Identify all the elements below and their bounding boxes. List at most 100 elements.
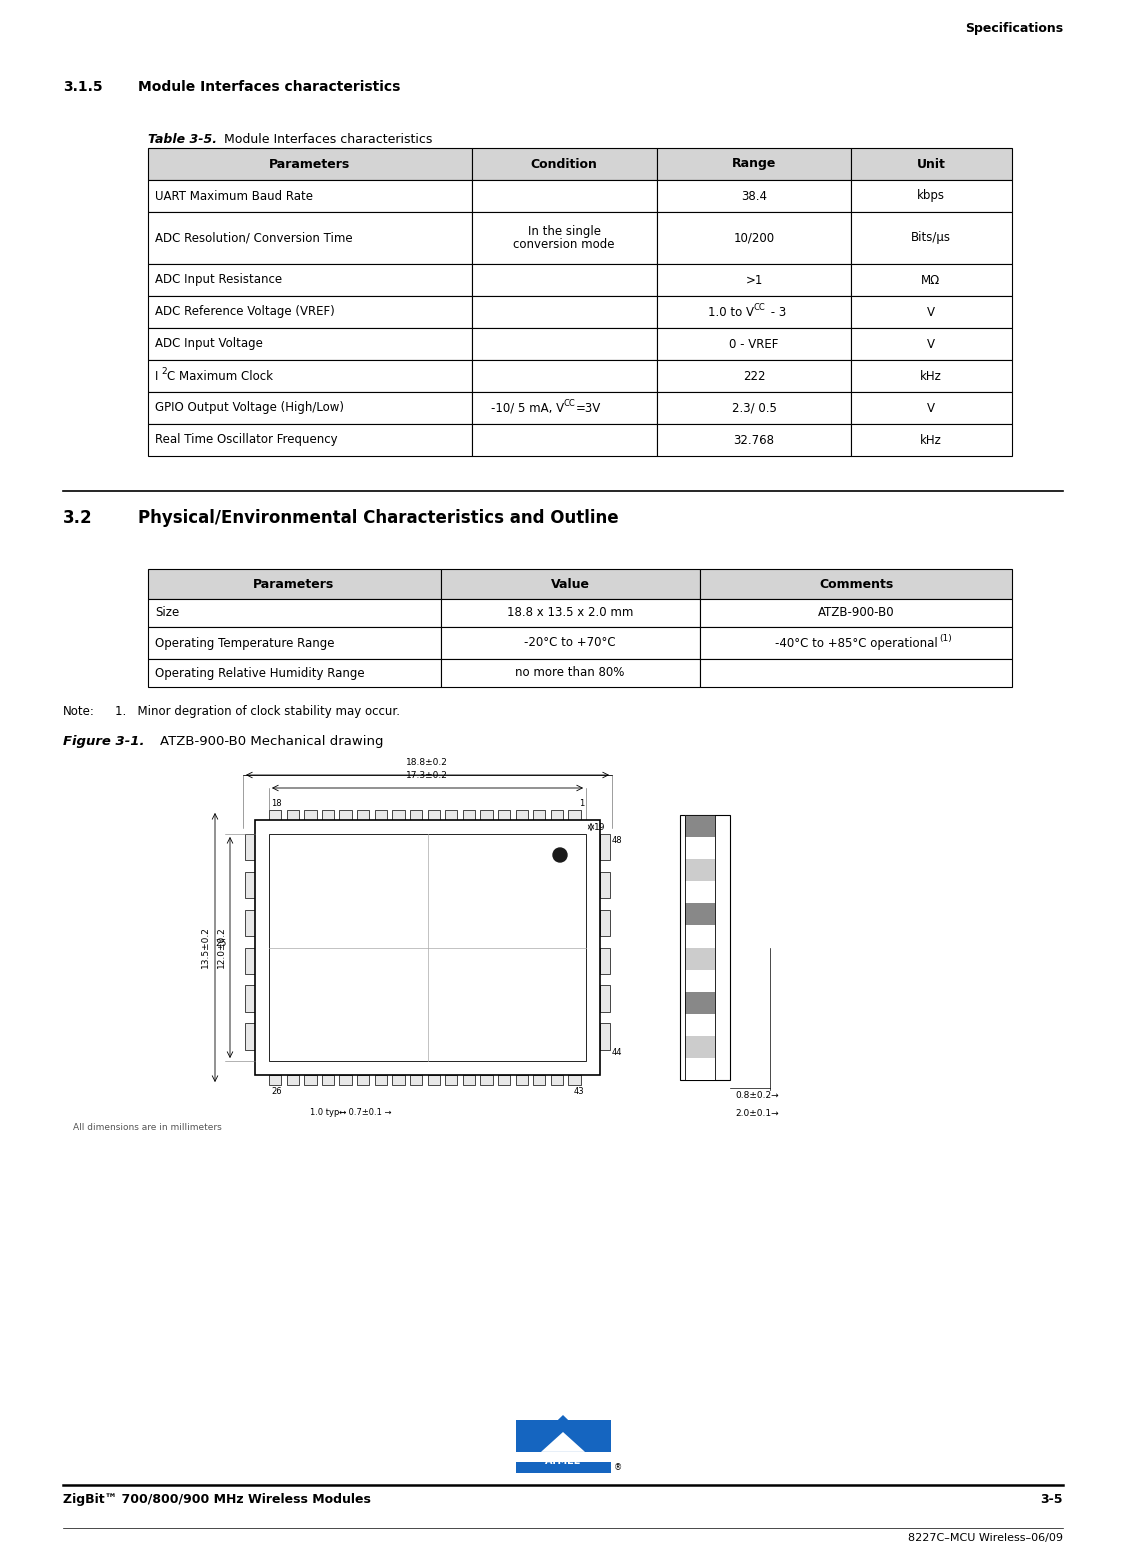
Text: 2.3/ 0.5: 2.3/ 0.5 bbox=[731, 401, 777, 414]
Text: -20°C to +70°C: -20°C to +70°C bbox=[524, 636, 615, 650]
Bar bbox=[516, 1462, 611, 1473]
Text: ← 0.7±0.1 →: ← 0.7±0.1 → bbox=[339, 1109, 391, 1116]
Bar bbox=[851, 392, 1012, 425]
Bar bbox=[600, 985, 610, 1011]
Text: kHz: kHz bbox=[920, 434, 942, 446]
Text: Physical/Environmental Characteristics and Outline: Physical/Environmental Characteristics a… bbox=[137, 510, 619, 527]
Bar bbox=[357, 1075, 370, 1085]
Bar bbox=[472, 425, 657, 455]
Text: Unit: Unit bbox=[916, 157, 946, 170]
Bar bbox=[255, 820, 600, 1075]
Bar bbox=[148, 570, 441, 599]
Text: conversion mode: conversion mode bbox=[513, 238, 614, 252]
Bar bbox=[445, 1075, 458, 1085]
Bar bbox=[685, 882, 715, 903]
Text: In the single: In the single bbox=[527, 225, 601, 238]
Bar bbox=[515, 1075, 527, 1085]
Text: 18.8±0.2: 18.8±0.2 bbox=[406, 758, 447, 767]
Bar bbox=[680, 815, 730, 1079]
Text: GPIO Output Voltage (High/Low): GPIO Output Voltage (High/Low) bbox=[156, 401, 344, 414]
Bar bbox=[851, 181, 1012, 212]
Text: ATZB-900-B0: ATZB-900-B0 bbox=[818, 607, 895, 619]
Text: (1): (1) bbox=[939, 633, 951, 642]
Text: 2: 2 bbox=[161, 366, 167, 375]
Text: 18: 18 bbox=[270, 798, 282, 808]
Bar bbox=[516, 1420, 611, 1451]
Text: Parameters: Parameters bbox=[254, 577, 335, 590]
Bar bbox=[463, 811, 476, 820]
Bar bbox=[245, 834, 255, 860]
Bar bbox=[600, 872, 610, 899]
Text: 8227C–MCU Wireless–06/09: 8227C–MCU Wireless–06/09 bbox=[908, 1533, 1063, 1542]
Text: 13.5±0.2: 13.5±0.2 bbox=[201, 926, 210, 968]
Bar bbox=[700, 570, 1012, 599]
Bar bbox=[533, 811, 545, 820]
Bar bbox=[441, 659, 700, 687]
Text: ADC Input Voltage: ADC Input Voltage bbox=[156, 338, 263, 350]
Text: CC: CC bbox=[564, 400, 576, 409]
Bar bbox=[374, 811, 387, 820]
Bar bbox=[600, 909, 610, 936]
Bar bbox=[851, 296, 1012, 327]
Bar bbox=[427, 1075, 440, 1085]
Bar bbox=[533, 1075, 545, 1085]
Bar bbox=[286, 811, 299, 820]
Bar bbox=[700, 659, 1012, 687]
Bar bbox=[657, 296, 851, 327]
Bar bbox=[245, 909, 255, 936]
Bar bbox=[427, 811, 440, 820]
Bar bbox=[339, 1075, 352, 1085]
Text: 32.768: 32.768 bbox=[734, 434, 774, 446]
Bar bbox=[148, 296, 472, 327]
Bar bbox=[851, 360, 1012, 392]
Text: Module Interfaces characteristics: Module Interfaces characteristics bbox=[137, 80, 400, 94]
Text: ATZB-900-B0 Mechanical drawing: ATZB-900-B0 Mechanical drawing bbox=[143, 735, 383, 747]
Text: V: V bbox=[928, 338, 935, 350]
Text: Comments: Comments bbox=[819, 577, 893, 590]
Bar bbox=[498, 1075, 511, 1085]
Bar bbox=[480, 811, 492, 820]
Bar bbox=[515, 811, 527, 820]
Text: Figure 3-1.: Figure 3-1. bbox=[63, 735, 144, 747]
Text: 222: 222 bbox=[743, 369, 765, 383]
Bar bbox=[685, 948, 715, 970]
Polygon shape bbox=[541, 1431, 585, 1451]
Bar bbox=[685, 970, 715, 991]
Bar bbox=[685, 1058, 715, 1079]
Text: 17.3±0.2: 17.3±0.2 bbox=[406, 770, 447, 780]
Bar bbox=[851, 264, 1012, 296]
Bar bbox=[148, 627, 441, 659]
Text: Value: Value bbox=[550, 577, 589, 590]
Text: kbps: kbps bbox=[917, 190, 946, 202]
Text: >1: >1 bbox=[745, 273, 763, 287]
Bar bbox=[148, 264, 472, 296]
Bar bbox=[685, 925, 715, 948]
Bar bbox=[245, 985, 255, 1011]
Bar bbox=[304, 1075, 317, 1085]
Bar bbox=[148, 392, 472, 425]
Text: 0 - VREF: 0 - VREF bbox=[729, 338, 779, 350]
Bar bbox=[657, 425, 851, 455]
Bar bbox=[392, 1075, 405, 1085]
Bar bbox=[851, 148, 1012, 181]
Bar bbox=[148, 360, 472, 392]
Text: Size: Size bbox=[156, 607, 179, 619]
Text: 19: 19 bbox=[594, 823, 605, 832]
Bar bbox=[551, 811, 564, 820]
Bar bbox=[685, 837, 715, 858]
Bar bbox=[245, 948, 255, 974]
Text: 3.2: 3.2 bbox=[63, 510, 92, 527]
Bar bbox=[700, 627, 1012, 659]
Bar bbox=[441, 570, 700, 599]
Bar bbox=[685, 815, 715, 837]
Text: Parameters: Parameters bbox=[269, 157, 350, 170]
Bar bbox=[441, 599, 700, 627]
Bar bbox=[685, 815, 715, 1079]
Bar bbox=[339, 811, 352, 820]
Bar bbox=[374, 1075, 387, 1085]
Bar bbox=[148, 659, 441, 687]
Text: 10/200: 10/200 bbox=[734, 232, 774, 244]
Bar bbox=[245, 1024, 255, 1050]
Text: ATMEL: ATMEL bbox=[545, 1456, 582, 1465]
Text: Note:: Note: bbox=[63, 706, 95, 718]
